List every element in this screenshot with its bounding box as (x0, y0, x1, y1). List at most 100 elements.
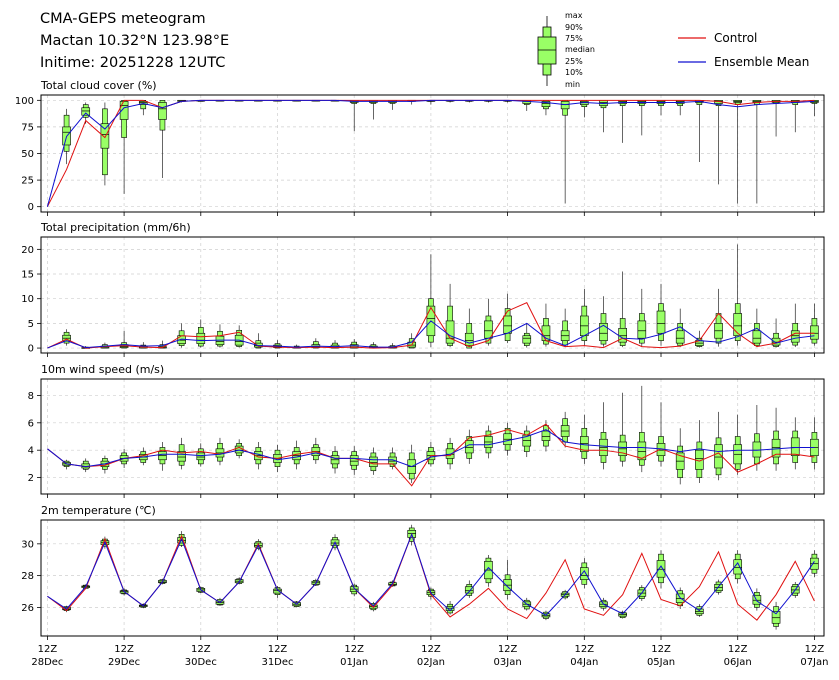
box-inner (637, 441, 647, 461)
ensemble-mean-line (46, 99, 815, 207)
box-inner (752, 330, 762, 344)
y-tick-label: 0 (28, 344, 34, 355)
legend-mean-label: Ensemble Mean (714, 55, 809, 69)
box-inner (656, 560, 666, 578)
panel-title: 10m wind speed (m/s) (41, 363, 164, 376)
x-tick-label-time: 12Z (191, 644, 211, 655)
box-inner (369, 456, 378, 467)
x-tick-label-time: 12Z (38, 644, 58, 655)
box-inner (464, 586, 474, 594)
x-tick-label-date: 30Dec (185, 657, 217, 668)
panel-title: Total cloud cover (%) (40, 79, 157, 92)
y-tick-label: 50 (21, 149, 34, 160)
box-inner (752, 595, 762, 605)
control-line (47, 423, 815, 487)
box-inner (580, 567, 589, 580)
legend-median-label: median (565, 45, 595, 54)
box-inner (503, 315, 512, 334)
x-tick-label-date: 29Dec (108, 657, 140, 668)
y-tick-label: 30 (21, 539, 34, 550)
y-tick-label: 8 (28, 391, 34, 402)
box-inner (81, 107, 91, 116)
legend: max 90% 75% median 25% 10% min Control E… (537, 11, 809, 89)
x-tick-label-date: 05Jan (647, 657, 675, 668)
box-inner (177, 451, 186, 462)
y-tick-label: 4 (28, 446, 34, 457)
y-tick-label: 5 (28, 319, 34, 330)
box-inner (100, 123, 110, 149)
legend-min-label: min (565, 80, 580, 89)
box-inner (138, 101, 148, 105)
y-tick-label: 10 (21, 294, 34, 305)
box-inner (790, 437, 800, 456)
x-tick-label-time: 12Z (651, 644, 671, 655)
x-tick-label-time: 12Z (498, 644, 518, 655)
y-tick-label: 100 (15, 96, 34, 107)
x-tick-label-date: 31Dec (261, 657, 293, 668)
box-inner (675, 330, 685, 344)
legend-25-label: 25% (565, 57, 583, 66)
box-inner (196, 452, 206, 461)
x-tick-label-date: 03Jan (494, 657, 522, 668)
y-tick-label: 25 (21, 176, 34, 187)
x-tick-label-time: 12Z (575, 644, 595, 655)
box-inner (560, 101, 570, 110)
panel-frame (40, 236, 825, 354)
y-tick-label: 2 (28, 473, 34, 484)
panel-4: 2m temperature (℃) 26 28 30 (21, 504, 825, 640)
legend-75-label: 75% (565, 34, 583, 43)
x-tick-label-time: 12Z (805, 644, 825, 655)
x-tick-label-date: 04Jan (570, 657, 598, 668)
box-inner (637, 320, 647, 339)
x-tick-label-time: 12Z (268, 644, 288, 655)
chart-title: CMA-GEPS meteogram (40, 11, 206, 27)
box-inner (196, 332, 206, 344)
control-line (47, 532, 815, 621)
panel-title: 2m temperature (℃) (41, 504, 156, 517)
legend-inner-box (537, 36, 557, 65)
x-axis-labels: 12Z 28Dec 12Z 29Dec 12Z 30Dec 12Z 31Dec 12Z 01Jan… (31, 644, 828, 668)
x-tick-label-date: 02Jan (417, 657, 445, 668)
legend-max-label: max (565, 11, 583, 20)
y-tick-label: 6 (28, 418, 34, 429)
panel-title: Total precipitation (mm/6h) (40, 221, 191, 234)
box-inner (733, 559, 743, 575)
box-inner (733, 313, 743, 337)
box-inner (522, 335, 532, 344)
x-tick-label-time: 12Z (728, 644, 748, 655)
y-tick-label: 15 (21, 270, 34, 281)
y-tick-label: 20 (21, 245, 34, 256)
x-tick-label-time: 12Z (344, 644, 364, 655)
y-tick-label: 28 (21, 571, 34, 582)
box-inner (771, 611, 781, 624)
panel-2: Total precipitation (mm/6h) 0 5 10 15 20 (21, 221, 825, 357)
x-tick-label-time: 12Z (421, 644, 441, 655)
ensemble-mean-line (47, 532, 815, 616)
box-inner (464, 440, 474, 454)
x-tick-label-date: 07Jan (800, 657, 828, 668)
line-legend: Control Ensemble Mean (678, 31, 809, 69)
x-tick-label-time: 12Z (114, 644, 134, 655)
ensemble-mean-line (47, 320, 815, 349)
initime-label: Initime: 20251228 12UTC (40, 55, 226, 71)
box-inner (541, 430, 551, 441)
box-legend: max 90% 75% median 25% 10% min (537, 11, 595, 89)
legend-90-label: 90% (565, 23, 583, 32)
panel-frame (40, 378, 825, 495)
panel-3: 10m wind speed (m/s) 2 4 6 8 (28, 363, 825, 498)
box-inner (790, 330, 800, 343)
panel-1: Total cloud cover (%) 0 25 50 75 100 (15, 79, 825, 216)
control-line (47, 302, 815, 349)
panel-frame (40, 519, 825, 637)
x-tick-label-date: 01Jan (340, 657, 368, 668)
x-tick-label-date: 06Jan (724, 657, 752, 668)
y-tick-label: 75 (21, 122, 34, 133)
box-inner (599, 323, 608, 341)
header: CMA-GEPS meteogram Mactan 10.32°N 123.98… (40, 8, 229, 74)
legend-control-label: Control (714, 31, 757, 45)
x-tick-label-date: 28Dec (31, 657, 63, 668)
box-inner (349, 455, 359, 466)
y-tick-label: 26 (21, 603, 34, 614)
box-inner (810, 325, 819, 340)
